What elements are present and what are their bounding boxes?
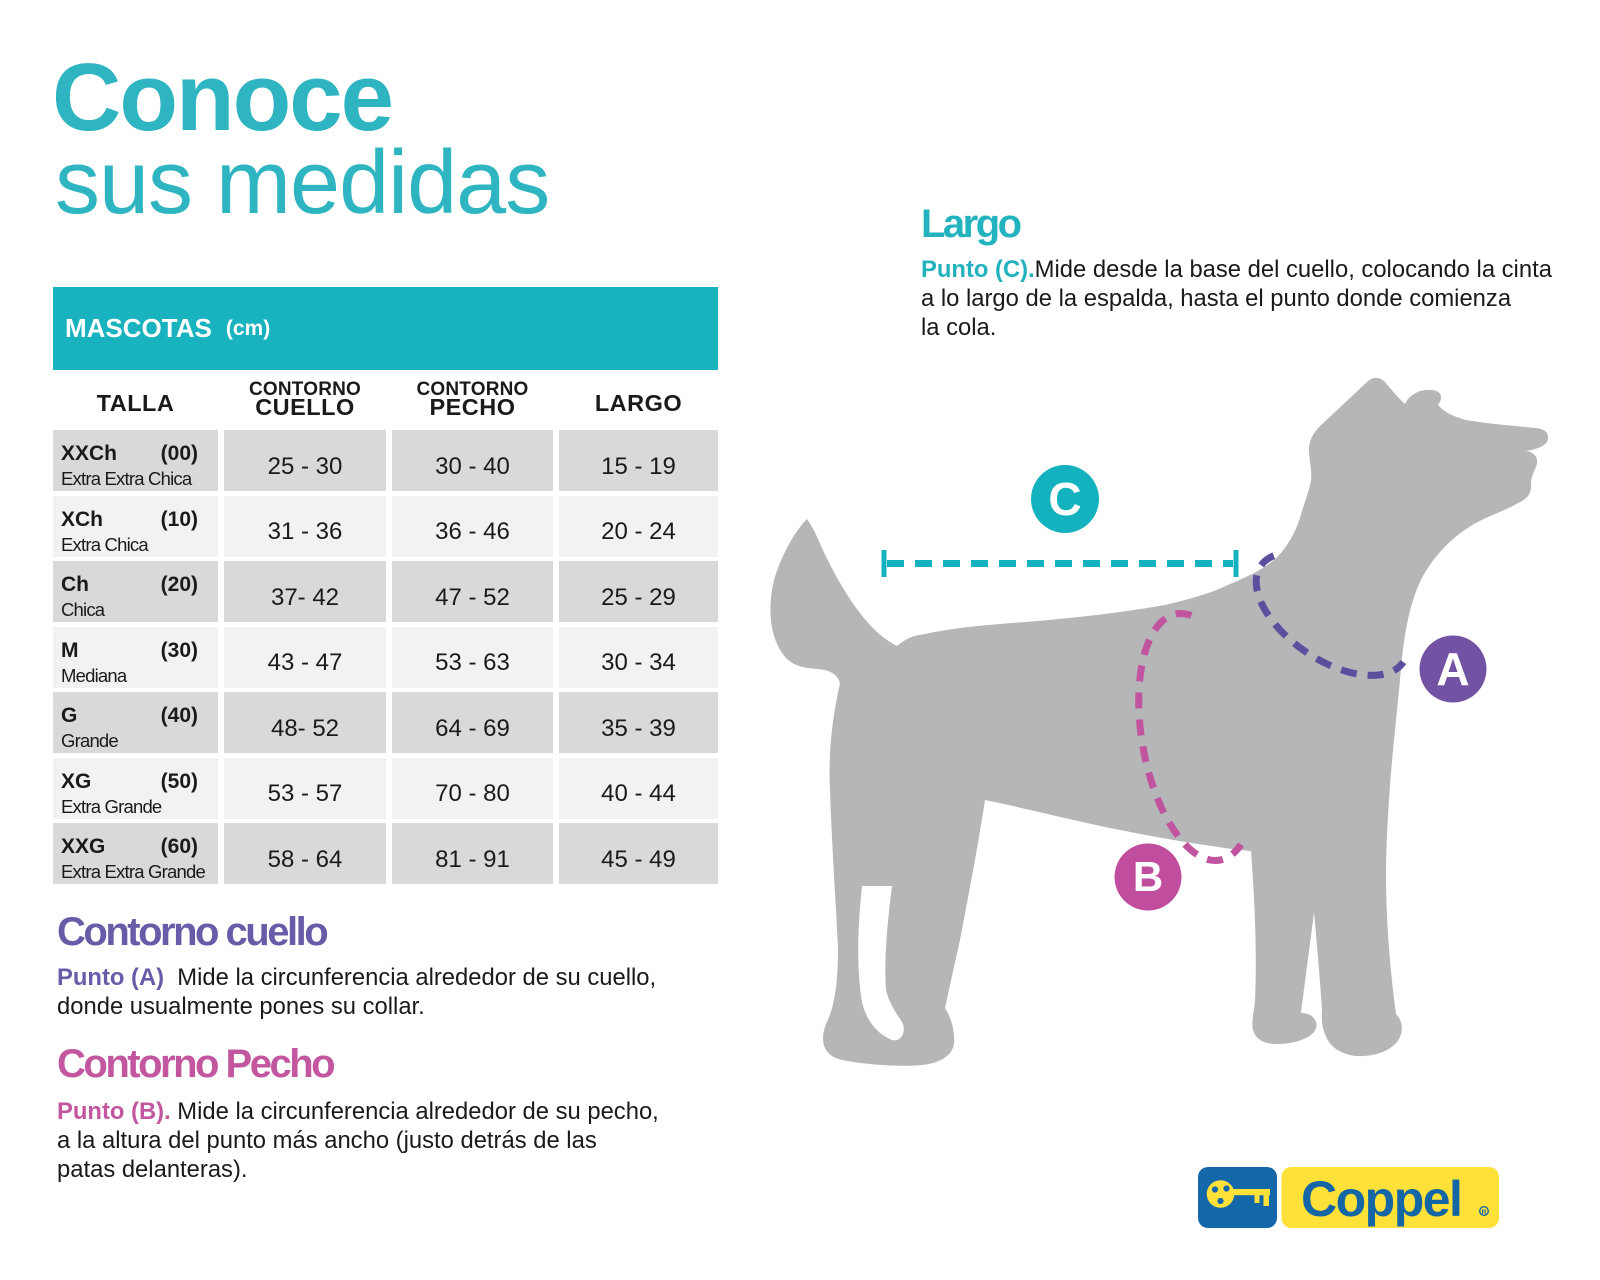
svg-text:A: A [1436, 643, 1469, 695]
svg-text:C: C [1048, 473, 1081, 525]
svg-text:Coppel: Coppel [1301, 1171, 1461, 1227]
svg-text:R: R [1482, 1209, 1487, 1216]
svg-text:B: B [1133, 853, 1163, 900]
